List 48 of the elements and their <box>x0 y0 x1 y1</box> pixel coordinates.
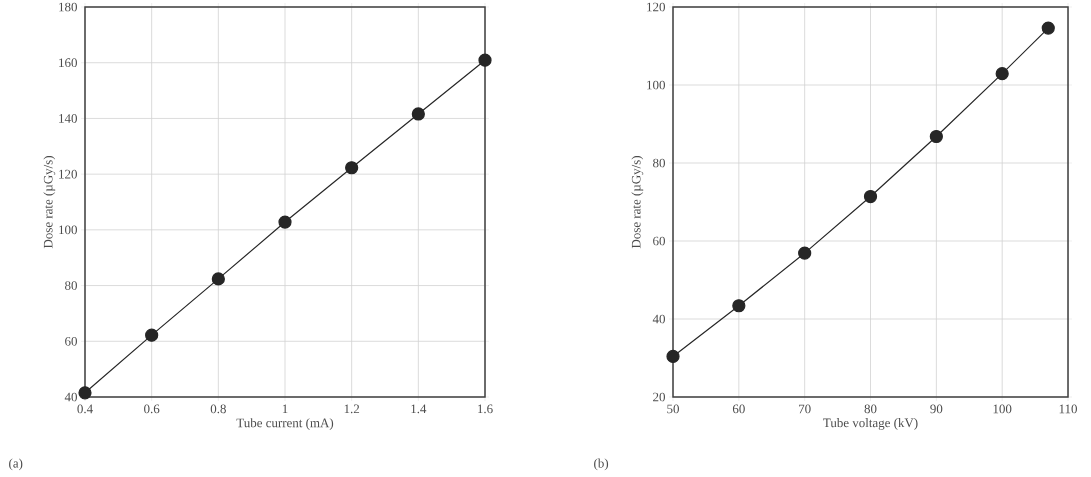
x-tick-label: 50 <box>667 404 679 414</box>
point <box>732 299 746 313</box>
y-tick-label: 40 <box>64 392 77 402</box>
point <box>863 189 878 204</box>
x-tick-label: 90 <box>930 404 943 414</box>
point <box>478 53 492 67</box>
text: (b) <box>594 458 609 471</box>
y-tick-label: 100 <box>647 80 665 90</box>
point <box>211 272 225 286</box>
y-tick-label: 140 <box>59 114 77 123</box>
y-tick-label: 120 <box>647 2 665 12</box>
point <box>78 386 92 400</box>
x-tick-label: 70 <box>799 404 811 414</box>
point <box>145 328 159 342</box>
x-tick-label: 100 <box>993 404 1012 414</box>
text: (a) <box>9 458 23 471</box>
y-tick-label: 80 <box>65 281 77 290</box>
x-tick-label: 0.6 <box>144 404 160 414</box>
point <box>798 246 812 260</box>
x-tick-label: 1.4 <box>411 404 427 414</box>
point <box>345 161 359 175</box>
x-tick-label: 0.4 <box>77 404 93 414</box>
x-axis-title: Tube current (mA) <box>236 418 334 430</box>
x-tick-label: 60 <box>732 404 745 414</box>
x-tick-label: 1 <box>282 404 288 414</box>
point <box>995 67 1009 81</box>
point <box>411 107 425 121</box>
y-axis-title: Dose rate (µGy/s) <box>43 156 56 249</box>
x-tick-label: 0.8 <box>210 404 226 414</box>
point <box>1041 21 1055 35</box>
x-tick-label: 1.2 <box>344 404 360 414</box>
y-tick-label: 180 <box>59 2 77 12</box>
y-tick-label: 60 <box>653 236 665 246</box>
y-axis-title: Dose rate (µGy/s) <box>631 156 644 249</box>
x-tick-label: 1.6 <box>478 404 493 414</box>
y-tick-label: 40 <box>652 314 665 324</box>
point <box>278 215 292 229</box>
y-tick-label: 80 <box>653 158 665 168</box>
y-tick-label: 20 <box>653 392 665 402</box>
x-axis-title: Tube voltage (kV) <box>823 418 918 430</box>
point <box>666 349 680 364</box>
point <box>929 129 943 144</box>
x-tick-label: 110 <box>1059 404 1077 414</box>
x-tick-label: 80 <box>864 404 877 414</box>
y-tick-label: 100 <box>59 225 77 235</box>
y-tick-label: 160 <box>59 58 77 68</box>
y-tick-label: 60 <box>65 336 77 346</box>
y-tick-label: 120 <box>59 169 77 179</box>
